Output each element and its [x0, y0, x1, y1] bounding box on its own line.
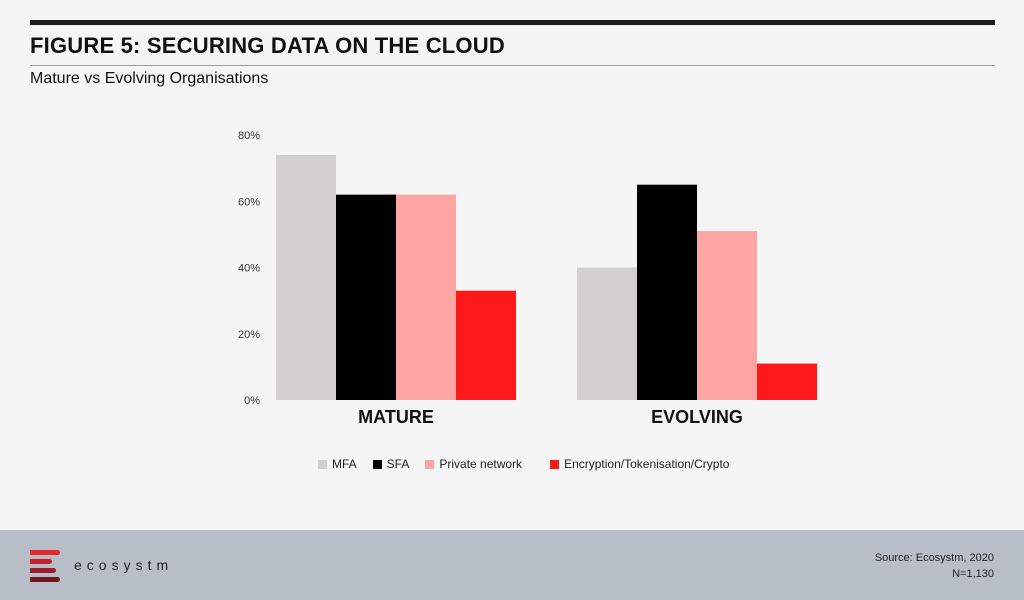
legend-swatch-mfa — [318, 459, 327, 469]
legend-label-private-network: Private network — [439, 457, 523, 471]
legend-label-sfa: SFA — [386, 457, 410, 471]
x-category-label: MATURE — [358, 407, 434, 427]
bar-sfa-mature — [336, 194, 396, 400]
ecosystm-logo-icon — [30, 550, 62, 582]
legend-item-encryption: Encryption/Tokenisation/Crypto — [550, 457, 729, 471]
bar-encryption-tokenisation-crypto-evolving — [757, 363, 817, 400]
legend-item-sfa: SFA — [372, 457, 410, 471]
bar-sfa-evolving — [637, 184, 697, 400]
title-divider — [30, 65, 995, 66]
bar-chart: 0% 20% 40% 60% 80% MATURE EVOLVING — [238, 130, 817, 427]
top-rule — [30, 20, 995, 25]
x-category-label: EVOLVING — [651, 407, 743, 427]
legend-item-private-network: Private network — [425, 457, 522, 471]
legend-item-mfa: MFA — [318, 457, 357, 471]
bar-encryption-tokenisation-crypto-mature — [456, 290, 516, 400]
bar-mfa-mature — [276, 154, 336, 400]
y-tick-label: 0% — [244, 395, 260, 407]
legend-label-mfa: MFA — [332, 457, 357, 471]
bars — [276, 154, 817, 400]
sample-size: N=1,130 — [952, 568, 994, 580]
x-axis-labels: MATURE EVOLVING — [358, 407, 743, 427]
y-tick-label: 60% — [238, 196, 260, 208]
footer-bar: ecosystm Source: Ecosystm, 2020 N=1,130 — [0, 530, 1024, 600]
legend-swatch-sfa — [372, 459, 382, 469]
legend-label-encryption: Encryption/Tokenisation/Crypto — [564, 457, 730, 471]
y-axis-ticks: 0% 20% 40% 60% 80% — [238, 130, 260, 407]
chart-legend: MFA SFA Private network Encryption/Token… — [318, 457, 745, 471]
legend-swatch-encryption — [550, 459, 560, 469]
y-tick-label: 20% — [238, 329, 260, 341]
source-note: Source: Ecosystm, 2020 N=1,130 — [875, 550, 994, 582]
logo-wordmark: ecosystm — [74, 557, 174, 573]
figure-title: FIGURE 5: SECURING DATA ON THE CLOUD — [30, 33, 505, 58]
bar-private-network-mature — [396, 194, 456, 400]
y-tick-label: 80% — [238, 130, 260, 142]
legend-swatch-private-network — [425, 459, 435, 469]
source-text: Source: Ecosystm, 2020 — [874, 552, 994, 564]
y-tick-label: 40% — [238, 263, 260, 275]
bar-private-network-evolving — [697, 231, 757, 400]
bar-mfa-evolving — [577, 267, 637, 400]
figure-subtitle: Mature vs Evolving Organisations — [30, 70, 269, 87]
